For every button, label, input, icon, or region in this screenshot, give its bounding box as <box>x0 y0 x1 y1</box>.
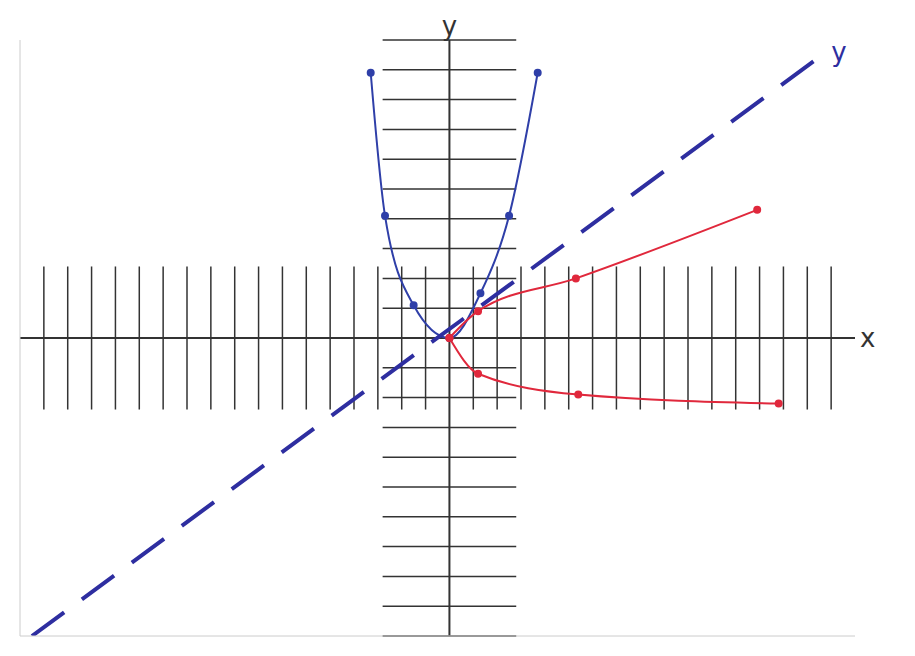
svg-text:y: y <box>442 11 457 41</box>
svg-text:y: y <box>831 37 846 67</box>
svg-text:x: x <box>860 323 875 353</box>
